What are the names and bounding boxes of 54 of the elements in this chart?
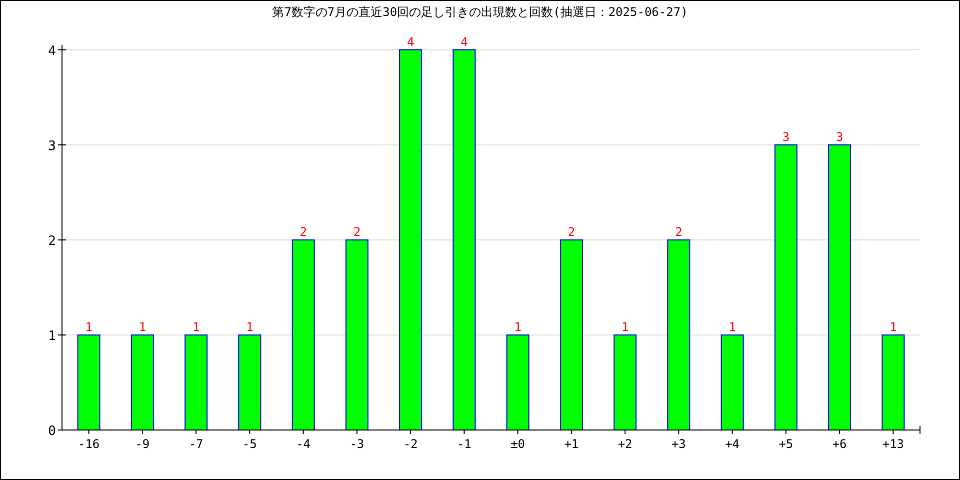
y-tick-label: 3	[48, 138, 56, 154]
bar	[828, 144, 852, 430]
x-tick-label: +3	[671, 437, 686, 451]
bar	[77, 334, 100, 430]
x-tick-label: ±0	[510, 437, 526, 451]
bar	[292, 239, 315, 430]
y-tick-label: 0	[48, 424, 56, 439]
data-label: 1	[514, 320, 522, 334]
x-tick-label: -3	[350, 437, 364, 451]
x-tick-label: +5	[778, 437, 794, 451]
x-tick-label: -9	[135, 437, 150, 451]
bar	[774, 144, 798, 430]
data-label: 2	[300, 224, 307, 239]
data-label: 2	[353, 224, 361, 239]
x-tick-label: +1	[564, 437, 579, 451]
data-label: 1	[192, 320, 200, 334]
bar	[506, 334, 530, 430]
bar	[560, 239, 583, 430]
data-label: 1	[728, 320, 736, 334]
data-label: 4	[460, 34, 468, 49]
bar	[882, 334, 905, 430]
x-tick-label: -7	[188, 437, 204, 451]
data-label: 3	[782, 130, 790, 144]
data-label: 2	[568, 224, 576, 239]
bar	[238, 334, 262, 430]
data-label: 1	[138, 320, 146, 334]
x-tick-label: -5	[242, 437, 257, 451]
data-label: 3	[836, 130, 844, 144]
x-tick-label: -16	[78, 437, 100, 451]
bar	[667, 239, 690, 430]
x-tick-label: +6	[832, 437, 847, 451]
data-label: 2	[675, 224, 682, 239]
data-label: 1	[85, 320, 92, 334]
bar	[130, 334, 154, 430]
bar	[399, 49, 422, 430]
bar	[720, 334, 744, 430]
bar	[452, 49, 476, 430]
x-tick-label: +13	[882, 437, 904, 451]
y-tick-label: 4	[48, 44, 56, 59]
x-tick-label: +2	[618, 437, 632, 451]
chart-title: 第7数字の7月の直近30回の足し引きの出現数と回数(抽選日：2025-06-27)	[272, 5, 688, 19]
data-label: 1	[246, 320, 254, 334]
x-tick-label: -2	[403, 437, 418, 451]
x-tick-label: -4	[296, 437, 311, 451]
data-label: 1	[890, 320, 897, 334]
bar	[184, 334, 208, 430]
data-label: 4	[406, 34, 414, 49]
bar	[345, 239, 368, 430]
data-label: 1	[621, 320, 629, 334]
x-tick-label: -1	[456, 437, 472, 451]
x-tick-label: +4	[725, 437, 740, 451]
y-tick-label: 1	[48, 328, 56, 344]
bar	[614, 334, 637, 430]
y-tick-label: 2	[48, 234, 56, 249]
